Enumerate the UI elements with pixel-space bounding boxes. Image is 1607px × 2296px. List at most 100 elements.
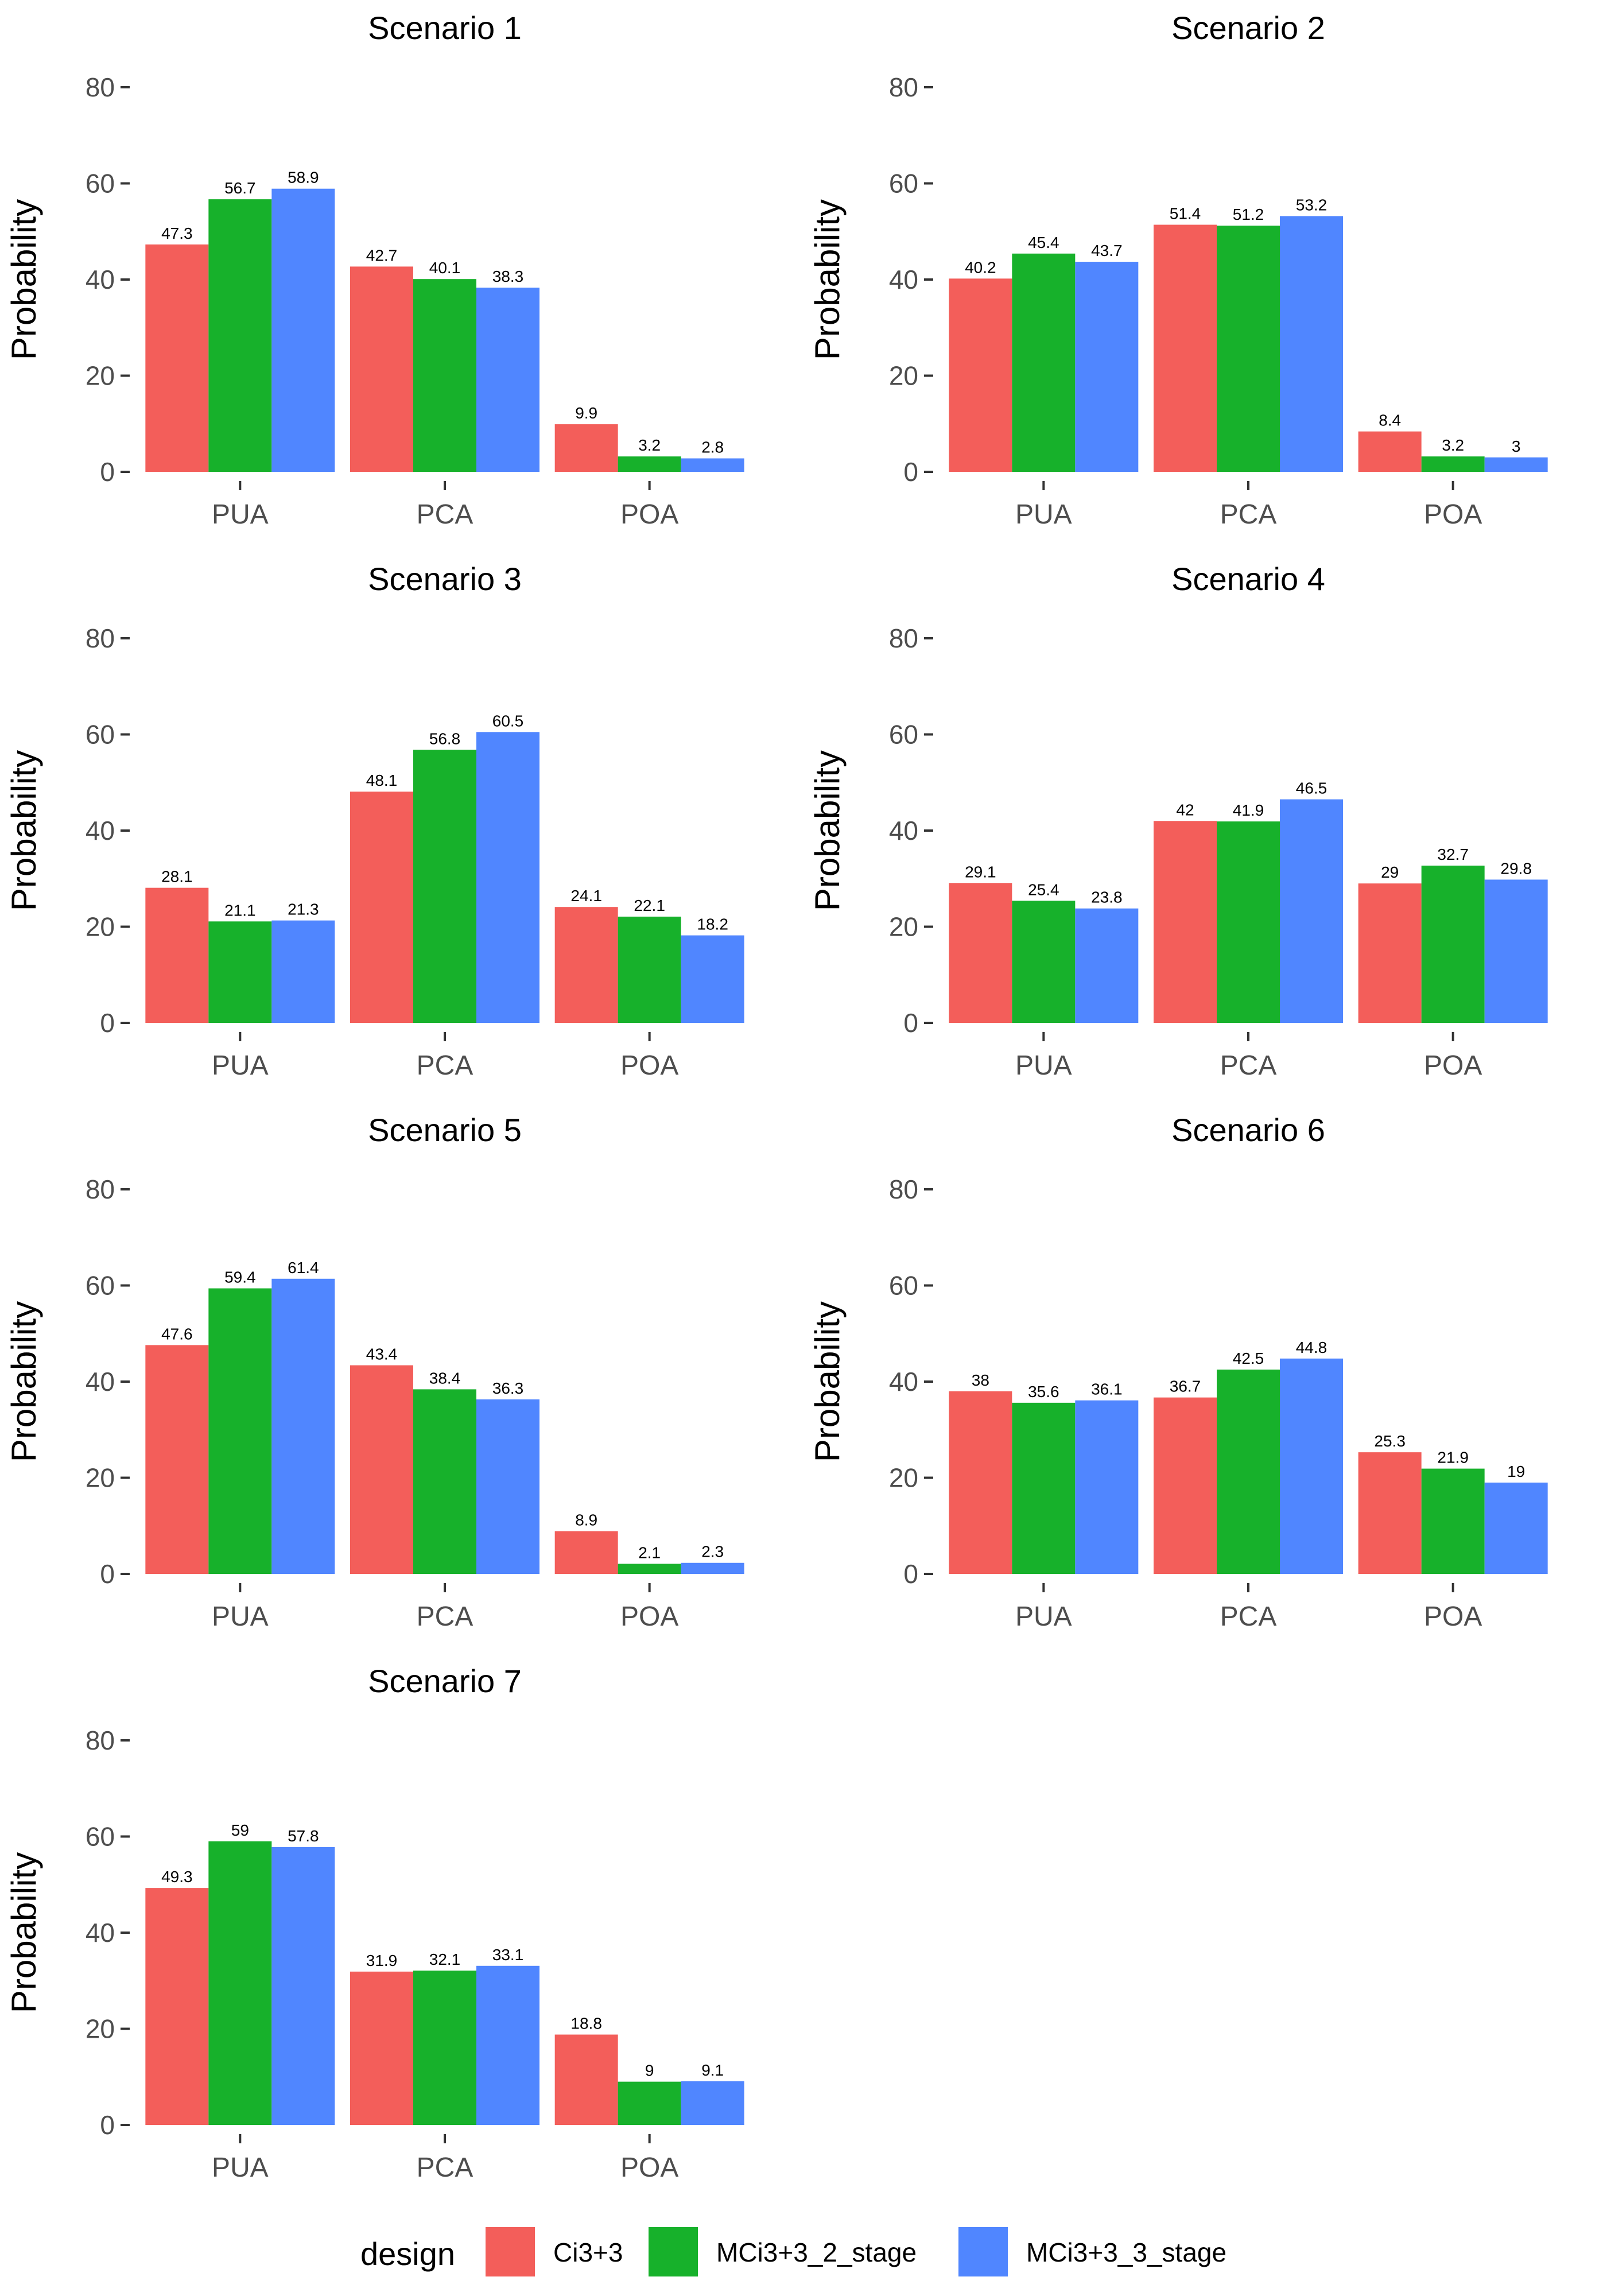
legend-swatch-3 [958,2227,1008,2276]
bar-poa-series-1 [554,907,618,1023]
bar-poa-series-1 [554,424,618,472]
x-tick-label: PUA [1015,1601,1072,1632]
y-tick-label: 80 [86,623,115,653]
data-label: 29 [1381,863,1399,881]
data-label: 25.4 [1028,881,1059,898]
y-axis-title: Probability [808,199,847,360]
data-label: 31.9 [366,1952,398,1969]
bar-pua-series-3 [271,188,335,472]
y-tick-label: 80 [889,623,918,653]
y-axis-title: Probability [808,1301,847,1462]
y-tick-label: 60 [86,1271,115,1301]
x-tick-label: PCA [1220,1601,1277,1632]
bar-poa-series-2 [618,916,681,1023]
bar-pua-series-3 [271,1278,335,1574]
y-tick-label: 0 [100,1008,115,1038]
bar-poa-series-3 [681,2081,744,2125]
y-tick-label: 60 [86,720,115,750]
bar-pua-series-2 [1012,253,1076,472]
bar-pca-series-2 [1217,1370,1280,1574]
data-label: 21.3 [288,901,319,918]
bar-pca-series-2 [413,1971,476,2125]
bar-poa-series-3 [1484,1482,1548,1574]
x-tick-label: PCA [417,2152,473,2183]
legend-label: MCi3+3_2_stage [716,2237,917,2267]
data-label: 49.3 [161,1868,193,1886]
y-axis-title: Probability [5,1301,43,1462]
y-tick-label: 0 [100,1559,115,1589]
x-tick-label: PUA [1015,499,1072,530]
data-label: 43.7 [1091,242,1123,259]
legend-title: design [360,2236,455,2272]
y-tick-label: 20 [86,361,115,391]
panel-scenario-4: Scenario 4 Probability 0 20 40 60 80 29.1 25.4 23… [808,561,1548,1081]
legend: design Ci3+3 MCi3+3_2_stage MCi3+3_3_stage [360,2227,1226,2276]
data-label: 36.7 [1170,1378,1201,1395]
data-label: 9.1 [701,2061,724,2079]
y-tick-label: 60 [889,169,918,199]
x-tick-label: POA [620,499,678,530]
bar-pua-series-1 [145,244,209,472]
bar-pca-series-3 [1280,216,1343,472]
data-label: 29.8 [1500,859,1532,877]
x-tick-label: POA [620,1050,678,1081]
bar-pca-series-3 [476,288,539,472]
legend-label: MCi3+3_3_stage [1026,2237,1226,2267]
data-label: 18.2 [697,916,728,933]
data-label: 18.8 [570,2015,602,2033]
panel-scenario-5: Scenario 5 Probability 0 20 40 60 80 47.6 59.4 61… [5,1112,744,1632]
y-tick-label: 40 [889,1367,918,1397]
panel-title: Scenario 7 [368,1663,522,1699]
panel-scenario-2: Scenario 2 Probability 0 20 40 60 80 40.2 45.4 43… [808,10,1548,530]
y-tick-label: 0 [903,1559,918,1589]
y-tick-label: 60 [889,720,918,750]
bar-pua-series-2 [208,921,272,1023]
y-tick-label: 40 [86,1367,115,1397]
bar-pua-series-1 [949,1391,1012,1574]
bar-pua-series-2 [1012,1402,1076,1574]
bar-pua-series-2 [1012,901,1076,1023]
bar-pca-series-3 [476,1399,539,1574]
bar-pua-series-1 [145,887,209,1023]
data-label: 38.4 [429,1369,461,1387]
bar-pca-series-2 [413,1389,476,1574]
bar-pca-series-2 [1217,821,1280,1023]
y-tick-label: 40 [889,816,918,846]
bar-pua-series-1 [145,1345,209,1574]
y-tick-label: 60 [889,1271,918,1301]
data-label: 42.5 [1233,1349,1264,1367]
y-tick-label: 80 [86,1174,115,1204]
y-tick-label: 0 [903,457,918,487]
data-label: 9 [645,2062,654,2080]
legend-label: Ci3+3 [553,2237,623,2267]
y-tick-label: 0 [100,2110,115,2140]
bar-pca-series-1 [350,266,413,472]
bar-poa-series-3 [1484,879,1548,1023]
bar-poa-series-1 [554,1531,618,1574]
bar-poa-series-1 [1358,883,1422,1023]
bar-poa-series-2 [1421,866,1485,1023]
panel-title: Scenario 1 [368,10,522,46]
data-label: 8.4 [1379,412,1401,429]
bar-poa-series-2 [1421,1468,1485,1574]
panel-scenario-6: Scenario 6 Probability 0 20 40 60 80 38 35.6 36.1… [808,1112,1548,1632]
y-axis-title: Probability [808,750,847,911]
data-label: 32.7 [1437,846,1469,863]
y-tick-label: 0 [100,457,115,487]
y-tick-label: 40 [86,1918,115,1948]
data-label: 61.4 [288,1259,319,1277]
y-tick-label: 20 [889,912,918,942]
bar-poa-series-2 [618,456,681,472]
bar-poa-series-2 [1421,456,1485,472]
y-tick-label: 40 [889,265,918,294]
x-tick-label: PCA [1220,1050,1277,1081]
data-label: 51.2 [1233,205,1264,223]
y-tick-label: 20 [86,2014,115,2044]
bar-pca-series-1 [1154,224,1217,472]
data-label: 8.9 [575,1511,597,1529]
data-label: 24.1 [570,887,602,905]
data-label: 33.1 [492,1946,524,1964]
data-label: 45.4 [1028,234,1059,251]
bar-pca-series-1 [1154,821,1217,1023]
bar-poa-series-3 [681,1562,744,1574]
